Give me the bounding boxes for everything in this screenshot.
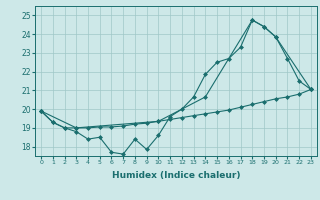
X-axis label: Humidex (Indice chaleur): Humidex (Indice chaleur) (112, 171, 240, 180)
